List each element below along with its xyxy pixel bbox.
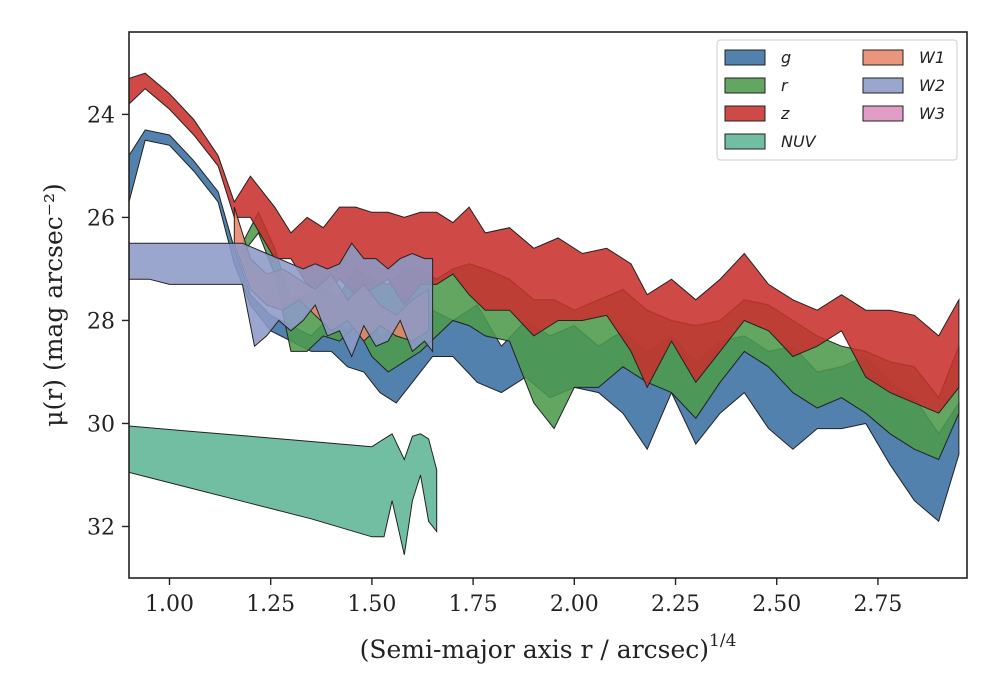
legend-swatch-nuv	[724, 133, 766, 150]
x-axis: 1.00 1.25 1.50 1.75 2.00 2.25 2.50 2.75	[145, 578, 902, 617]
legend-label-z: z	[780, 104, 790, 123]
y-tick-label: 26	[87, 206, 115, 231]
y-tick-label: 30	[87, 412, 115, 437]
y-tick-label: 24	[87, 103, 115, 128]
legend-swatch-r	[724, 77, 766, 94]
y-tick-label: 28	[87, 309, 115, 334]
legend-label-nuv: NUV	[781, 132, 817, 151]
x-tick-label: 2.75	[853, 592, 902, 617]
legend-label-r: r	[781, 76, 789, 95]
y-tick-label: 32	[87, 515, 115, 540]
x-tick-label: 2.50	[752, 592, 801, 617]
legend-label-w1: W1	[919, 48, 945, 67]
legend-swatch-z	[724, 105, 766, 122]
x-tick-label: 1.25	[246, 592, 295, 617]
legend-swatch-g	[724, 49, 766, 66]
series-band-nuv	[129, 425, 438, 555]
x-tick-label: 1.00	[145, 592, 194, 617]
series-band-w2	[129, 242, 434, 358]
legend-label-w2: W2	[919, 76, 945, 95]
x-tick-label: 2.00	[550, 592, 599, 617]
legend-label-w3: W3	[919, 104, 945, 123]
x-tick-label: 1.75	[449, 592, 498, 617]
plot-frame	[128, 31, 968, 579]
x-axis-label: (Semi-major axis r / arcsec)1/4	[360, 631, 737, 664]
legend-swatch-w2	[862, 77, 904, 94]
x-tick-label: 1.50	[347, 592, 396, 617]
legend: grz NUV W1 W2 W3	[716, 39, 958, 161]
plot-area	[129, 72, 960, 555]
x-axis-label-text: (Semi-major axis r / arcsec)	[360, 635, 709, 664]
legend-label-g: g	[781, 48, 791, 67]
legend-swatch-w3	[862, 105, 904, 122]
legend-swatch-w1	[862, 49, 904, 66]
y-axis: 24 26 28 30 32	[87, 103, 129, 540]
legend-box	[716, 39, 958, 161]
x-tick-label: 2.25	[651, 592, 700, 617]
x-axis-label-exponent: 1/4	[709, 631, 736, 651]
y-axis-label: μ(r) (mag arcsec⁻²)	[39, 183, 68, 426]
